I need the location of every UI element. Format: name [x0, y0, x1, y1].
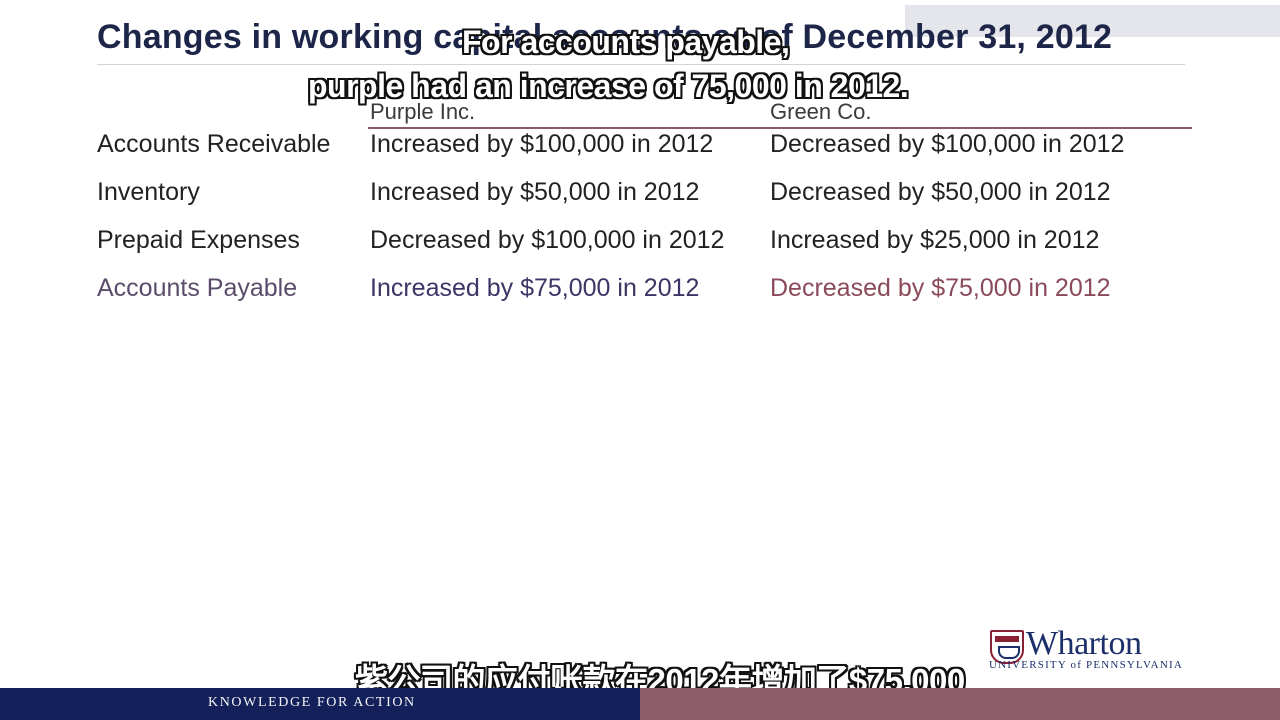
green-value: Decreased by $50,000 in 2012	[770, 178, 1111, 206]
purple-value: Increased by $100,000 in 2012	[370, 130, 714, 158]
logo-subtitle: UNIVERSITY of PENNSYLVANIA	[989, 659, 1183, 671]
purple-value: Decreased by $100,000 in 2012	[370, 226, 725, 254]
slide-title-area: Changes in working capital accounts as o…	[0, 0, 1280, 70]
subtitle-english-line2: purple had an increase of 75,000 in 2012…	[308, 68, 909, 104]
table-row-inventory: Inventory Increased by $50,000 in 2012 D…	[0, 178, 1280, 218]
subtitle-english-line1: For accounts payable,	[462, 24, 790, 60]
purple-value: Increased by $50,000 in 2012	[370, 178, 700, 206]
purple-value: Increased by $75,000 in 2012	[370, 274, 700, 302]
row-label: Prepaid Expenses	[97, 226, 300, 254]
table-header-divider	[368, 127, 1192, 129]
table-row-prepaid-expenses: Prepaid Expenses Decreased by $100,000 i…	[0, 226, 1280, 266]
table-row-accounts-receivable: Accounts Receivable Increased by $100,00…	[0, 130, 1280, 170]
title-corner-panel	[905, 5, 1280, 37]
slide-title: Changes in working capital accounts as o…	[97, 18, 1113, 56]
row-label: Accounts Receivable	[97, 130, 331, 158]
footer-tagline: KNOWLEDGE FOR ACTION	[208, 695, 416, 710]
shield-icon	[990, 630, 1024, 664]
table-row-accounts-payable: Accounts Payable Increased by $75,000 in…	[0, 274, 1280, 314]
green-value: Decreased by $100,000 in 2012	[770, 130, 1125, 158]
title-divider	[97, 64, 1185, 65]
column-header-green: Green Co.	[770, 99, 872, 124]
footer-bar-right	[640, 688, 1280, 720]
green-value: Increased by $25,000 in 2012	[770, 226, 1100, 254]
green-value: Decreased by $75,000 in 2012	[770, 274, 1111, 302]
row-label: Accounts Payable	[97, 274, 298, 302]
column-header-purple: Purple Inc.	[370, 99, 476, 124]
logo-wordmark: Wharton	[1026, 625, 1142, 662]
row-label: Inventory	[97, 178, 200, 206]
wharton-logo: Wharton UNIVERSITY of PENNSYLVANIA	[988, 625, 1193, 673]
footer-bar-left	[0, 688, 640, 720]
